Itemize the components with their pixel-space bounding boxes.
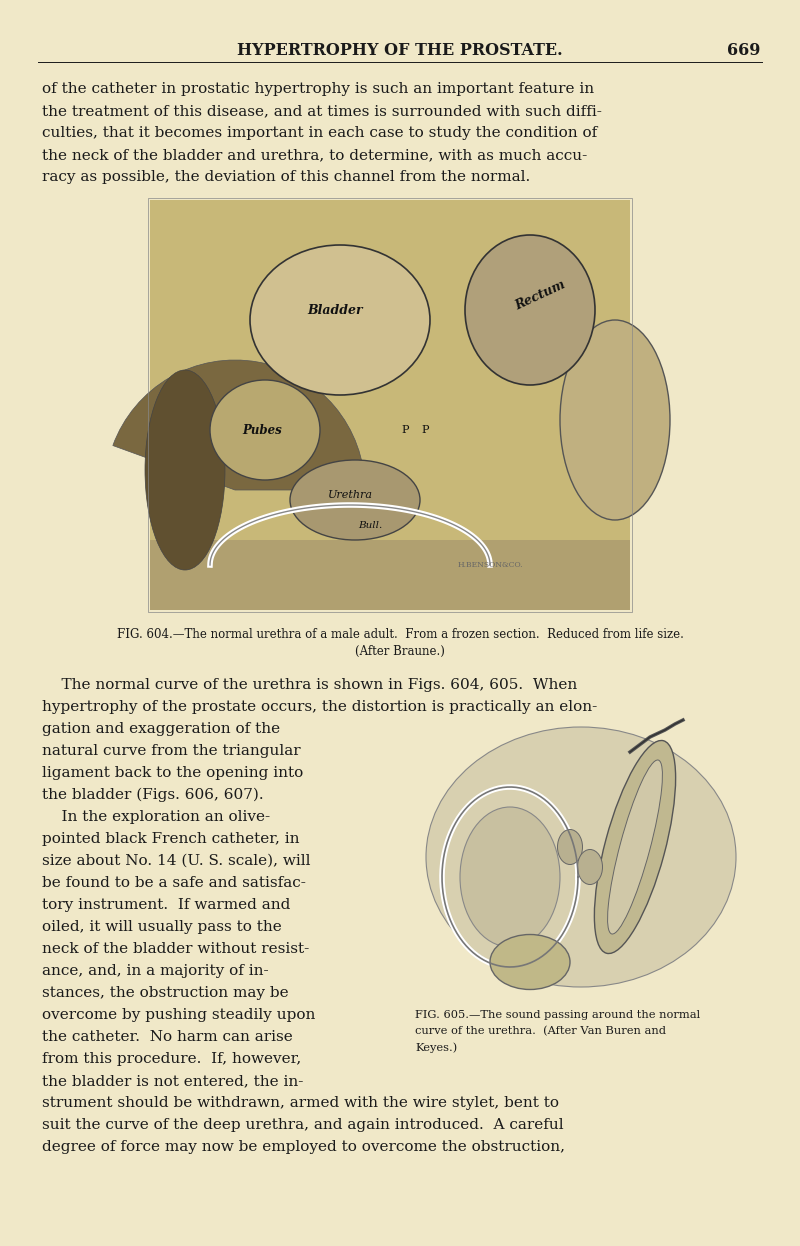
Text: the neck of the bladder and urethra, to determine, with as much accu-: the neck of the bladder and urethra, to … [42,148,587,162]
Text: culties, that it becomes important in each case to study the condition of: culties, that it becomes important in ea… [42,126,598,140]
Text: suit the curve of the deep urethra, and again introduced.  A careful: suit the curve of the deep urethra, and … [42,1118,564,1133]
Text: P: P [422,425,429,435]
Ellipse shape [558,830,582,865]
Ellipse shape [465,235,595,385]
Ellipse shape [290,460,420,540]
Text: stances, the obstruction may be: stances, the obstruction may be [42,986,289,1001]
Text: Rectum: Rectum [513,278,567,313]
Bar [400,711,762,1002]
Text: of the catheter in prostatic hypertrophy is such an important feature in: of the catheter in prostatic hypertrophy… [42,82,594,96]
Ellipse shape [145,370,225,569]
Text: H.BENSON&CO.: H.BENSON&CO. [458,561,522,569]
Text: FIG. 605.—The sound passing around the normal: FIG. 605.—The sound passing around the n… [415,1011,700,1020]
Text: 669: 669 [726,42,760,59]
Text: Bladder: Bladder [307,304,363,316]
Text: curve of the urethra.  (After Van Buren and: curve of the urethra. (After Van Buren a… [415,1025,666,1037]
Ellipse shape [210,380,320,480]
Ellipse shape [560,320,670,520]
Text: the treatment of this disease, and at times is surrounded with such diffi-: the treatment of this disease, and at ti… [42,103,602,118]
Ellipse shape [460,807,560,947]
Text: neck of the bladder without resist-: neck of the bladder without resist- [42,942,310,956]
Text: racy as possible, the deviation of this channel from the normal.: racy as possible, the deviation of this … [42,169,530,184]
Text: oiled, it will usually pass to the: oiled, it will usually pass to the [42,920,282,934]
Text: Bull.: Bull. [358,521,382,530]
Text: tory instrument.  If warmed and: tory instrument. If warmed and [42,898,290,912]
Text: from this procedure.  If, however,: from this procedure. If, however, [42,1052,302,1067]
Text: FIG. 604.—The normal urethra of a male adult.  From a frozen section.  Reduced f: FIG. 604.—The normal urethra of a male a… [117,628,683,640]
Text: pointed black French catheter, in: pointed black French catheter, in [42,832,299,846]
Ellipse shape [426,726,736,987]
Text: gation and exaggeration of the: gation and exaggeration of the [42,721,280,736]
Text: be found to be a safe and satisfac-: be found to be a safe and satisfac- [42,876,306,890]
Bar [148,198,632,612]
Text: In the exploration an olive-: In the exploration an olive- [42,810,270,824]
Ellipse shape [607,760,662,934]
Text: Keyes.): Keyes.) [415,1042,458,1053]
Ellipse shape [578,850,602,885]
Text: ance, and, in a majority of in-: ance, and, in a majority of in- [42,964,269,978]
Ellipse shape [250,245,430,395]
Text: overcome by pushing steadily upon: overcome by pushing steadily upon [42,1008,315,1022]
Ellipse shape [594,740,676,953]
Text: the catheter.  No harm can arise: the catheter. No harm can arise [42,1030,293,1044]
Text: natural curve from the triangular: natural curve from the triangular [42,744,301,758]
Bar [150,201,630,611]
Text: ligament back to the opening into: ligament back to the opening into [42,766,303,780]
Text: The normal curve of the urethra is shown in Figs. 604, 605.  When: The normal curve of the urethra is shown… [42,678,578,692]
Bar [150,540,630,611]
Text: P: P [402,425,409,435]
Text: (After Braune.): (After Braune.) [355,645,445,658]
Text: HYPERTROPHY OF THE PROSTATE.: HYPERTROPHY OF THE PROSTATE. [237,42,563,59]
Text: size about No. 14 (U. S. scale), will: size about No. 14 (U. S. scale), will [42,854,310,868]
Wedge shape [113,360,365,490]
Text: strument should be withdrawn, armed with the wire stylet, bent to: strument should be withdrawn, armed with… [42,1096,559,1110]
Text: degree of force may now be employed to overcome the obstruction,: degree of force may now be employed to o… [42,1140,565,1154]
Text: Urethra: Urethra [327,490,373,500]
Text: the bladder (Figs. 606, 607).: the bladder (Figs. 606, 607). [42,787,264,802]
Text: Pubes: Pubes [242,424,282,436]
Text: the bladder is not entered, the in-: the bladder is not entered, the in- [42,1074,303,1088]
Text: hypertrophy of the prostate occurs, the distortion is practically an elon-: hypertrophy of the prostate occurs, the … [42,700,598,714]
Ellipse shape [490,934,570,989]
